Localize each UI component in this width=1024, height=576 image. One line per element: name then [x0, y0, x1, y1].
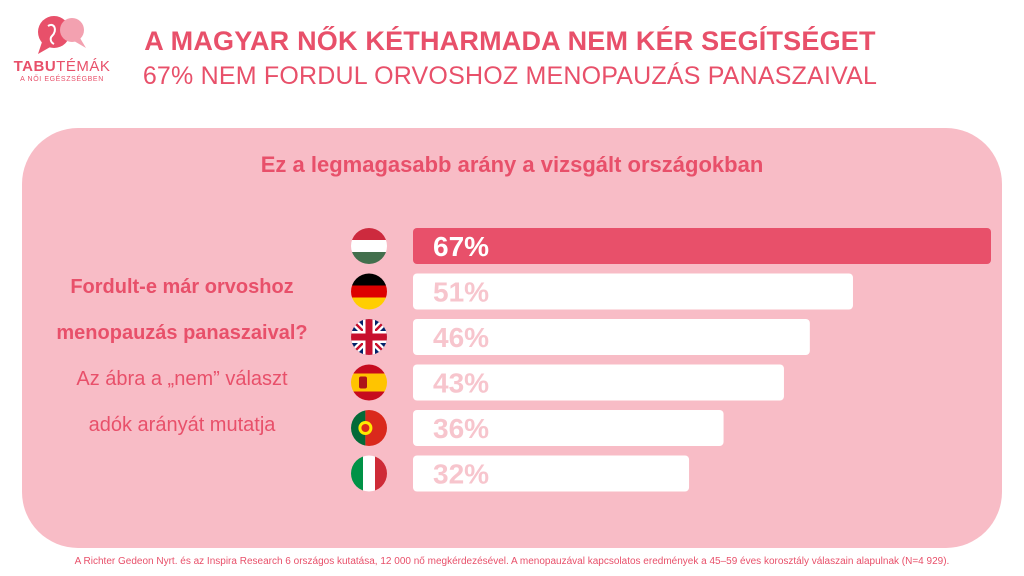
bar-0: [413, 228, 991, 264]
note-line-2: adók arányát mutatja: [88, 414, 276, 436]
question-line-2: menopauzás panaszaival?: [56, 322, 308, 344]
bar-value-label: 36%: [433, 413, 489, 444]
footnote: A Richter Gedeon Nyrt. és az Inspira Res…: [74, 556, 950, 567]
bar-value-label: 51%: [433, 277, 489, 308]
logo-tagline: A NŐI EGÉSZSÉGBEN: [20, 76, 104, 83]
bar-value-label: 32%: [433, 459, 489, 490]
panel-title: Ez a legmagasabb arány a vizsgált ország…: [260, 152, 764, 177]
portugal-flag-icon: [351, 410, 387, 446]
bar-3: [413, 364, 784, 401]
spain-flag-icon: [351, 364, 387, 401]
bar-value-label: 67%: [433, 231, 489, 262]
bar-value-label: 46%: [433, 322, 489, 353]
bar-4: [413, 410, 724, 446]
bar-2: [413, 319, 810, 355]
page-title: A MAGYAR NŐK KÉTHARMADA NEM KÉR SEGÍTSÉG…: [144, 26, 876, 56]
uk-flag-icon: [351, 319, 387, 355]
logo: TABUTÉMÁK A NŐI EGÉSZSÉGBEN: [12, 14, 112, 94]
bar-5: [413, 455, 690, 492]
hungary-flag-icon: [351, 228, 387, 264]
italy-flag-icon: [351, 455, 387, 492]
question-line-1: Fordult-e már orvoshoz: [70, 276, 294, 298]
bar-1: [413, 273, 853, 310]
bar-value-label: 43%: [433, 368, 489, 399]
page-subtitle: 67% NEM FORDUL ORVOSHOZ MENOPAUZÁS PANAS…: [142, 62, 878, 90]
note-line-1: Az ábra a „nem” választ: [76, 368, 288, 390]
logo-wordmark: TABUTÉMÁK: [13, 58, 111, 75]
germany-flag-icon: [351, 273, 387, 310]
speech-bubbles-icon: [38, 16, 86, 54]
